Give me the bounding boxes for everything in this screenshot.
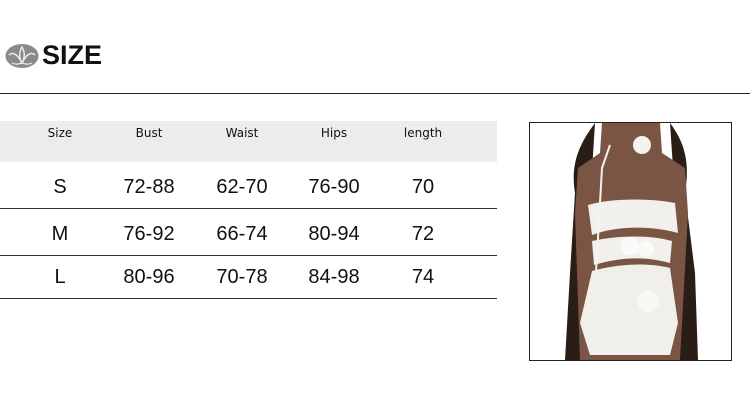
cell-length: 72: [411, 223, 435, 245]
header-divider: [0, 93, 750, 94]
cell-bust: 80-96: [123, 266, 175, 288]
cell-hips: 76-90: [308, 176, 360, 198]
cell-bust: 76-92: [123, 223, 175, 245]
cell-waist: 66-74: [216, 223, 268, 245]
cell-size: M: [51, 223, 69, 245]
table-header: Size Bust Waist Hips length: [0, 121, 497, 162]
table-row: S 72-88 62-70 76-90 70: [0, 162, 497, 209]
column-header-length: length: [403, 126, 443, 140]
product-photo: [529, 122, 732, 361]
column-header-bust: Bust: [135, 126, 163, 140]
table-row: M 76-92 66-74 80-94 72: [0, 209, 497, 256]
table-row: L 80-96 70-78 84-98 74: [0, 256, 497, 299]
size-table: Size Bust Waist Hips length S 72-88 62-7…: [0, 121, 497, 299]
column-header-size: Size: [47, 126, 73, 140]
cell-hips: 80-94: [308, 223, 360, 245]
column-header-hips: Hips: [320, 126, 348, 140]
cell-length: 74: [411, 266, 435, 288]
column-header-waist: Waist: [225, 126, 259, 140]
cell-size: L: [54, 266, 66, 288]
cell-hips: 84-98: [308, 266, 360, 288]
cell-waist: 62-70: [216, 176, 268, 198]
cell-bust: 72-88: [123, 176, 175, 198]
cell-waist: 70-78: [216, 266, 268, 288]
page-title: SIZE: [42, 40, 103, 70]
cell-size: S: [53, 176, 67, 198]
cell-length: 70: [411, 176, 435, 198]
lotus-logo-icon: [5, 44, 39, 68]
